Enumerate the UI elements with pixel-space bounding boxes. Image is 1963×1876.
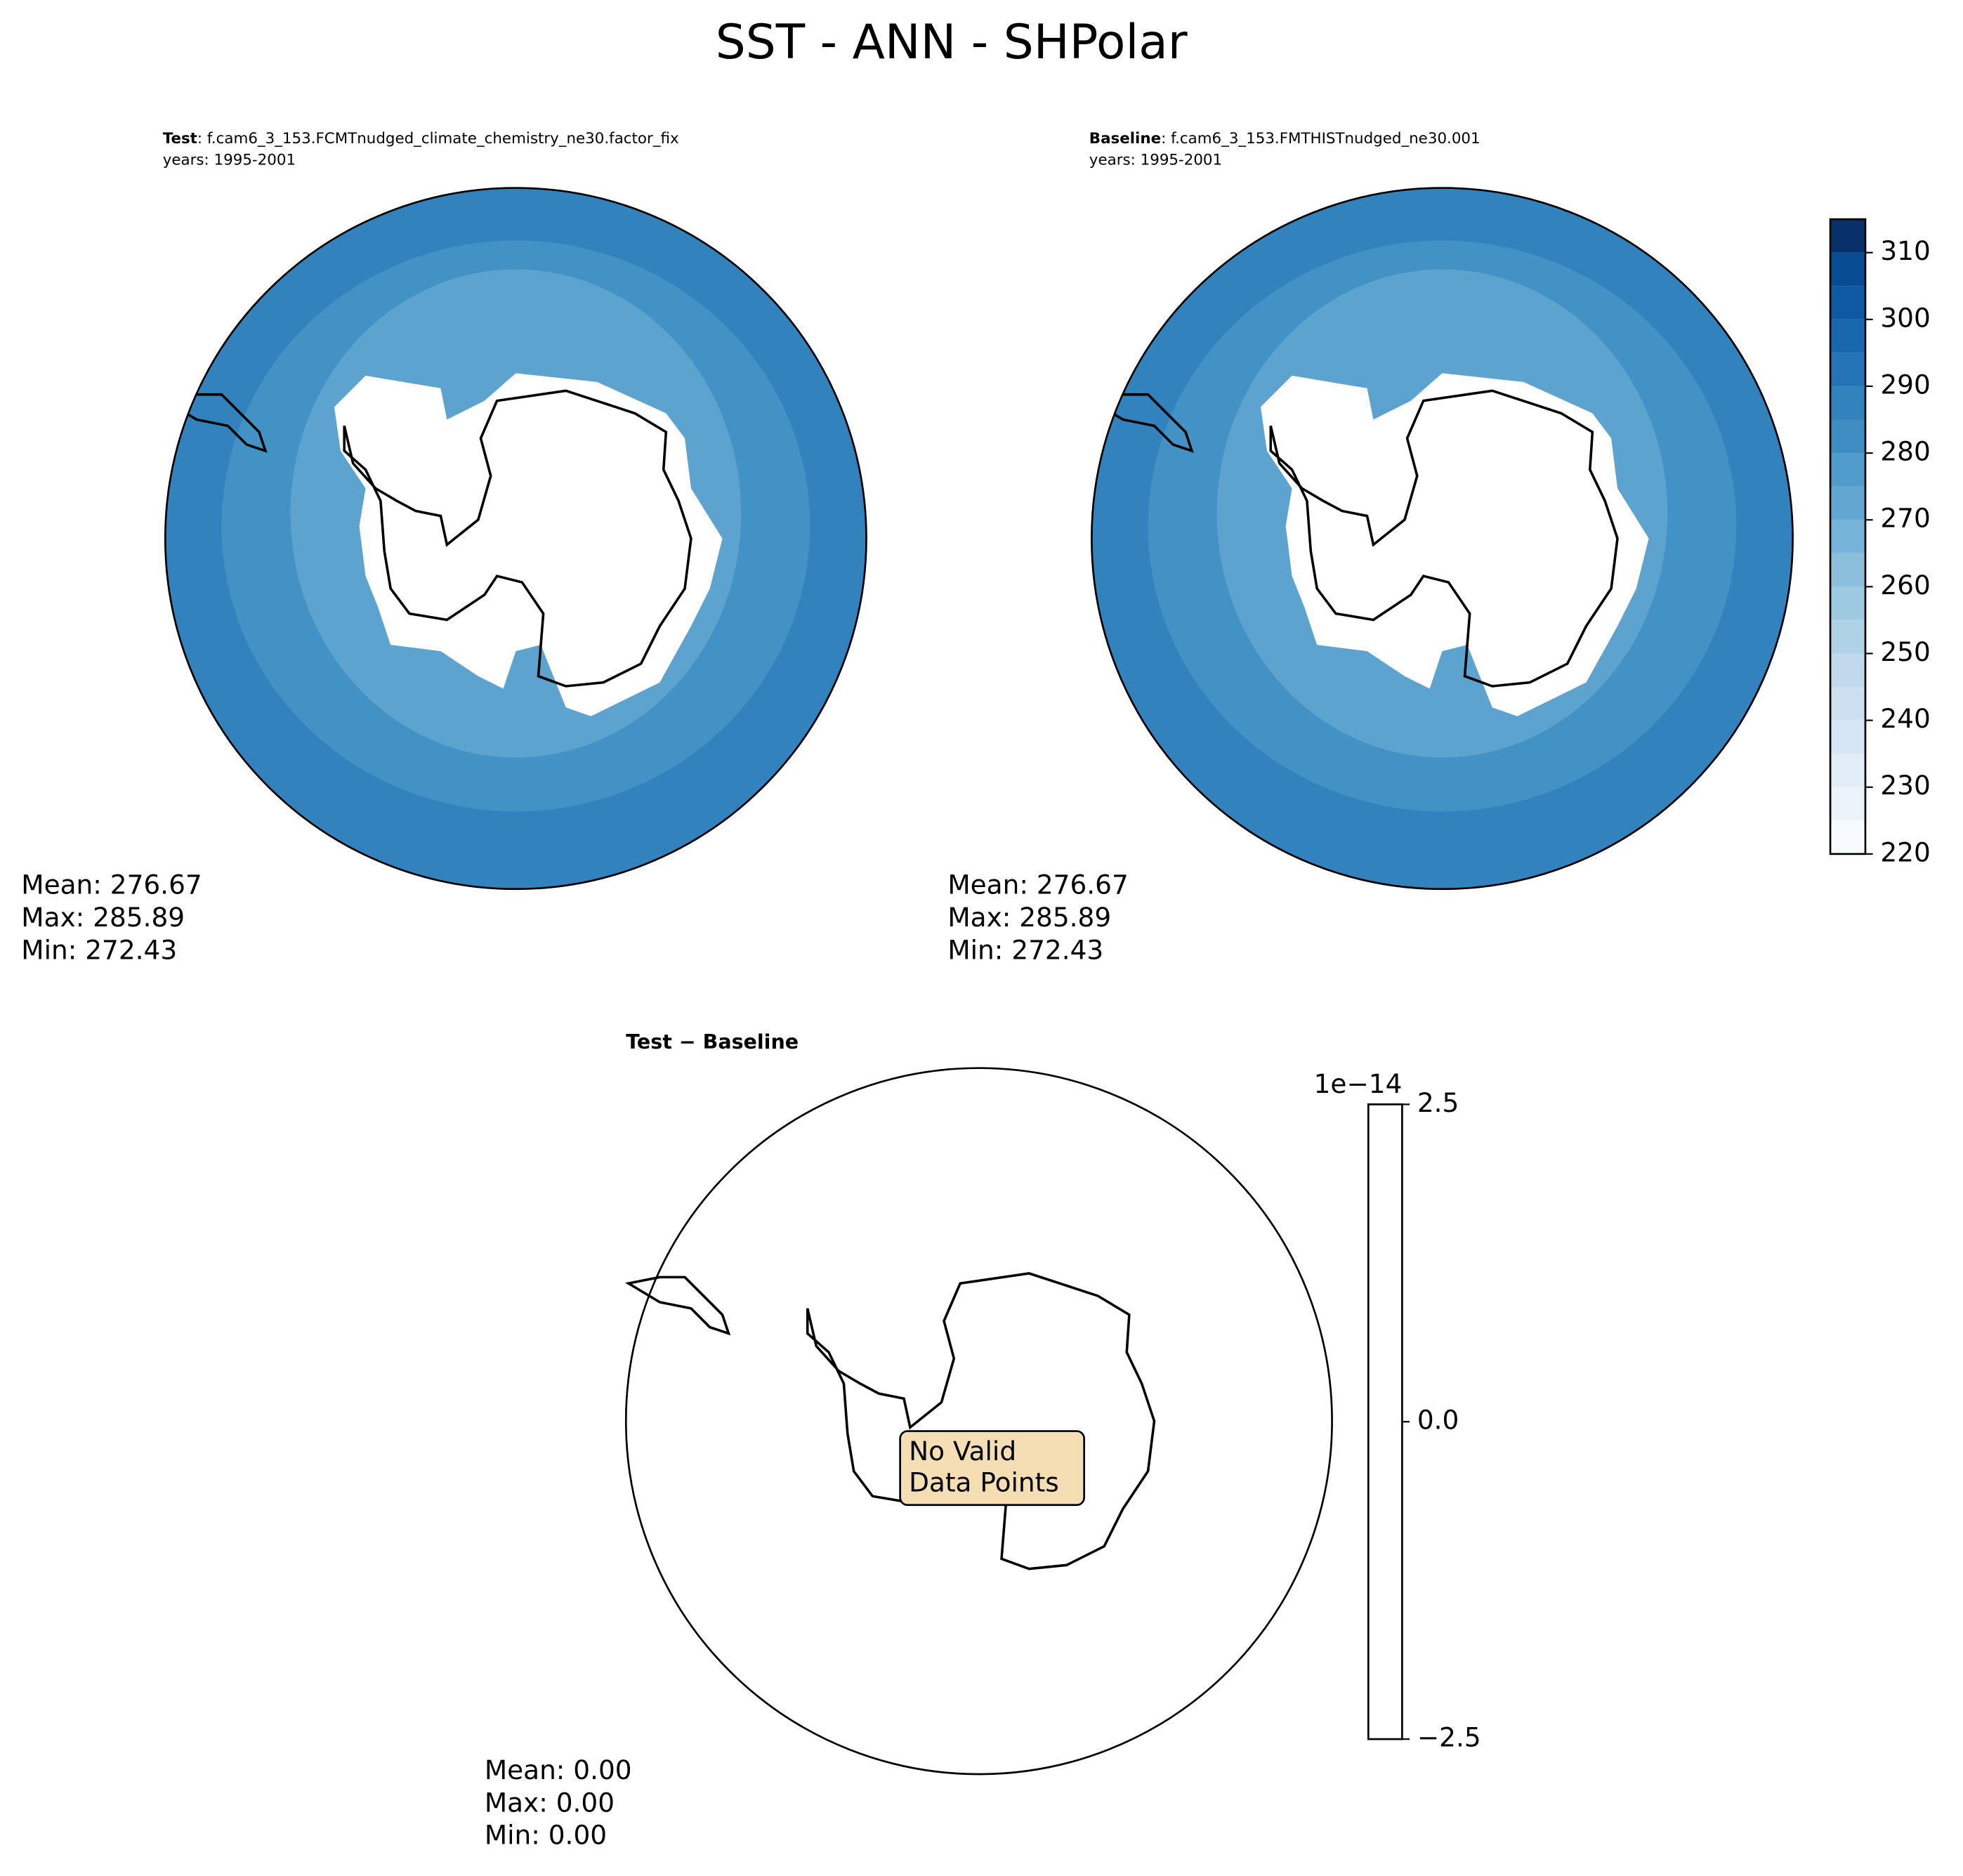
tick-label: 250 xyxy=(1880,636,1930,667)
colorbar-frame xyxy=(1367,1103,1403,1740)
colorbar-segment xyxy=(1830,586,1865,620)
years: years: 1995-2001 xyxy=(1089,151,1222,169)
colorbar-segment xyxy=(1830,486,1865,520)
map-panel: Test − Baseline No Valid Data Points Mean… xyxy=(485,1030,1403,1851)
colorbar-segment xyxy=(1830,353,1865,386)
tick-label: 310 xyxy=(1880,235,1930,266)
panel-title: Test − Baseline xyxy=(626,1030,799,1054)
stat: Min: 272.43 xyxy=(947,934,1103,965)
tick-label: 290 xyxy=(1880,369,1930,400)
svg-text:Test: f.cam6_3_153.FCMTnudged_: Test: f.cam6_3_153.FCMTnudged_climate_ch… xyxy=(163,130,679,147)
stat: Max: 285.89 xyxy=(21,902,185,933)
tick-label: 2.5 xyxy=(1417,1087,1459,1118)
colorbar-segment xyxy=(1830,687,1865,721)
tick-label: 300 xyxy=(1880,302,1930,333)
tick-label: 240 xyxy=(1880,703,1930,734)
colorbar-segment xyxy=(1830,453,1865,487)
map-panel: Baseline: f.cam6_3_153.FMTHISTnudged_ne3… xyxy=(947,130,1794,965)
stat: Mean: 276.67 xyxy=(21,870,202,900)
stat: Min: 0.00 xyxy=(485,1820,607,1851)
colorbar-segment xyxy=(1830,252,1865,287)
colorbar-segment xyxy=(1830,787,1865,821)
colorbar-segment xyxy=(1830,653,1865,688)
tick-label: −2.5 xyxy=(1417,1722,1481,1753)
case-name: : f.cam6_3_153.FMTHISTnudged_ne30.001 xyxy=(1161,130,1481,147)
tick-label: 220 xyxy=(1880,837,1930,867)
tick-label: 270 xyxy=(1880,503,1930,534)
colorbar-segment xyxy=(1830,754,1865,787)
colorbar-segment xyxy=(1830,619,1865,654)
stat: Mean: 0.00 xyxy=(485,1754,632,1785)
years: years: 1995-2001 xyxy=(163,151,296,169)
tick-label: 0.0 xyxy=(1417,1405,1459,1436)
note: No Valid Data Points xyxy=(909,1435,1059,1497)
tick-label: 280 xyxy=(1880,436,1930,467)
colorbar-segment xyxy=(1830,520,1865,553)
tick-label: 230 xyxy=(1880,770,1930,801)
colorbar-segment xyxy=(1830,820,1865,854)
stat: Max: 285.89 xyxy=(947,902,1111,933)
panel-label: Baseline xyxy=(1089,130,1161,147)
colorbar-segment xyxy=(1830,386,1865,420)
colorbar-segment xyxy=(1830,419,1865,454)
tick-label: 260 xyxy=(1880,570,1930,601)
colorbar-segment xyxy=(1830,553,1865,587)
offset-label: 1e−14 xyxy=(1314,1068,1403,1099)
map-panel: Test: f.cam6_3_153.FCMTnudged_climate_ch… xyxy=(21,130,867,965)
colorbar-frame xyxy=(1829,218,1867,855)
colorbar-segment xyxy=(1830,286,1865,320)
note-box xyxy=(899,1430,1086,1507)
colorbar-segment xyxy=(1830,720,1865,754)
stat: Mean: 276.67 xyxy=(947,870,1128,900)
panel-label: Test xyxy=(163,130,197,147)
colorbar-segment xyxy=(1830,219,1865,253)
case-name: : f.cam6_3_153.FCMTnudged_climate_chemis… xyxy=(197,130,679,147)
figure-title: SST - ANN - SHPolar xyxy=(716,14,1188,70)
colorbar-segment xyxy=(1830,319,1865,353)
stat: Min: 272.43 xyxy=(21,934,177,965)
svg-text:Baseline: f.cam6_3_153.FMTHIST: Baseline: f.cam6_3_153.FMTHISTnudged_ne3… xyxy=(1089,130,1481,147)
stat: Max: 0.00 xyxy=(485,1787,615,1818)
